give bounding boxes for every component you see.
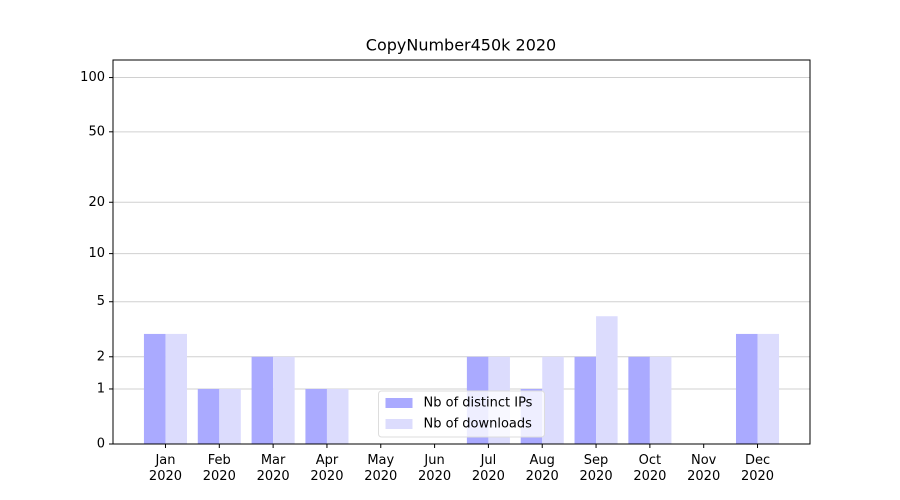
bar <box>143 333 166 444</box>
bar <box>197 388 220 444</box>
x-tick-label: Apr 2020 <box>310 453 344 484</box>
y-tick-label: 100 <box>80 70 105 85</box>
bar <box>735 333 758 444</box>
bar <box>757 333 780 444</box>
y-tick-label: 50 <box>88 124 105 139</box>
x-tick-label: Jan 2020 <box>148 453 183 484</box>
chart-title: CopyNumber450k 2020 <box>366 36 556 55</box>
x-tick-label: Mar 2020 <box>256 453 290 484</box>
plot-frame <box>112 59 811 445</box>
x-tick-label: May 2020 <box>364 453 398 484</box>
x-tick-label: Aug 2020 <box>525 453 559 484</box>
bar <box>305 388 327 444</box>
x-tick-label: Jul 2020 <box>471 453 505 484</box>
y-tick-label: 5 <box>97 294 105 309</box>
bar <box>542 356 564 444</box>
bar <box>596 316 618 444</box>
bar <box>574 356 597 444</box>
x-tick-label: Feb 2020 <box>202 453 236 484</box>
bar <box>165 333 188 444</box>
bar <box>219 388 241 444</box>
legend-box <box>378 390 545 438</box>
y-tick-label: 1 <box>97 381 105 396</box>
bar <box>649 356 672 444</box>
x-tick-label: Oct 2020 <box>633 453 667 484</box>
legend-swatch <box>385 419 413 429</box>
legend-swatch <box>385 398 413 408</box>
y-tick-label: 10 <box>88 246 105 261</box>
bar <box>326 388 349 444</box>
bar <box>628 356 650 444</box>
y-tick-label: 20 <box>88 195 105 210</box>
bar <box>273 356 295 444</box>
bar <box>251 356 274 444</box>
legend-label: Nb of distinct IPs <box>424 396 533 411</box>
x-tick-label: Nov 2020 <box>687 453 721 484</box>
legend-label: Nb of downloads <box>424 417 533 432</box>
x-tick-label: Dec 2020 <box>740 453 775 484</box>
y-tick-label: 0 <box>97 437 105 452</box>
x-tick-label: Jun 2020 <box>418 453 452 484</box>
x-tick-label: Sep 2020 <box>579 453 613 484</box>
y-tick-label: 2 <box>97 349 105 364</box>
